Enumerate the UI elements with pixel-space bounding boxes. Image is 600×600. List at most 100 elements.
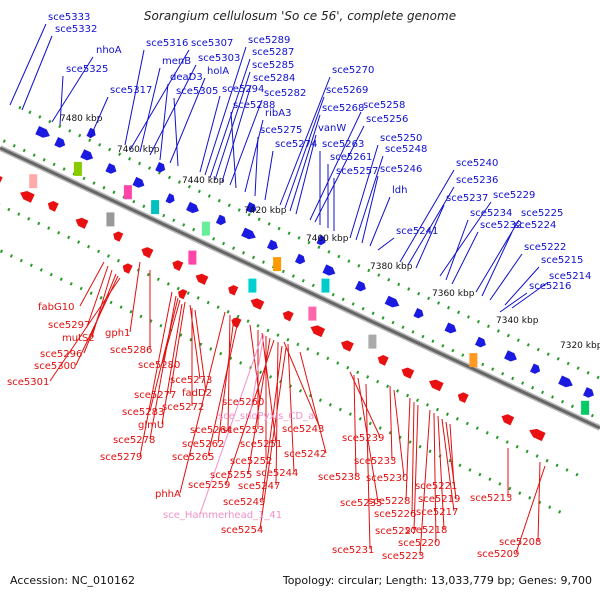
reverse-gene-label: gph1 [105, 328, 130, 339]
reverse-gene-label: sce5219 [418, 494, 460, 505]
reverse-gene-5 [113, 231, 124, 242]
forward-gene-label: sce5285 [252, 60, 294, 71]
reverse-gene-leader [259, 347, 287, 530]
reverse-gene-leader [287, 343, 295, 473]
reverse-gene-17 [457, 392, 469, 403]
tick-label: 7420 kbp [244, 206, 287, 216]
reverse-gene-3 [47, 201, 59, 212]
accession-text: Accession: NC_010162 [10, 574, 136, 587]
reverse-gene-label: sce5300 [34, 361, 76, 372]
reverse-gene-leader [413, 404, 419, 531]
forward-gene-leader [129, 49, 190, 151]
reverse-gene-label: sce5220 [398, 538, 440, 549]
reverse-gene-label: sce5296 [40, 349, 82, 360]
tick-label: 7400 kbp [306, 234, 349, 244]
forward-gene-leader [349, 144, 379, 239]
forward-gene-leader [209, 58, 251, 179]
reverse-gene-label: sce5226 [374, 509, 416, 520]
reverse-gene-leader [283, 341, 321, 429]
forward-gene-label: sce5269 [326, 85, 368, 96]
reverse-gene-leader [393, 389, 405, 478]
forward-gene-12 [322, 264, 336, 276]
reverse-gene-leader [537, 461, 541, 542]
forward-gene-leader [295, 134, 317, 215]
forward-gene-label: sce5215 [541, 255, 583, 266]
reverse-gene-leader [389, 385, 393, 461]
reverse-gene-leader [405, 397, 411, 501]
reverse-gene-label: sce5243 [282, 424, 324, 435]
reverse-gene-label: sce5252 [230, 456, 272, 467]
reverse-gene-label: sce5297 [48, 320, 90, 331]
forward-gene-2 [54, 137, 66, 148]
forward-gene-label: sce5237 [446, 193, 488, 204]
forward-gene-label: sce5284 [253, 73, 295, 84]
forward-gene-8 [215, 214, 226, 226]
forward-gene-label: sce5224 [514, 220, 556, 231]
forward-gene-4 [105, 163, 117, 174]
reverse-gene-label: sce5279 [100, 452, 142, 463]
forward-gene-leader [124, 49, 145, 146]
reverse-gene-label: sce5259 [188, 480, 230, 491]
backbone [0, 145, 600, 431]
reverse-gene-leader [261, 345, 283, 502]
reverse-gene-11 [282, 310, 294, 322]
reverse-gene-leader [225, 339, 275, 485]
reverse-gene-label: sce5260 [222, 397, 264, 408]
reverse-gene-leader [149, 295, 177, 440]
forward-gene-label: sce5294 [222, 84, 264, 95]
reverse-gene-label: sce5301 [7, 377, 49, 388]
reverse-gene-leader [365, 383, 371, 550]
forward-gene-label: holA [207, 66, 229, 77]
forward-gene-23 [155, 162, 166, 173]
forward-gene-15 [413, 308, 424, 319]
reverse-gene-label: sce5272 [162, 402, 204, 413]
forward-gene-label: vanW [318, 123, 346, 134]
reverse-gene-8 [195, 273, 209, 285]
dot-tracks [0, 105, 600, 514]
reverse-gene-label: sce5280 [138, 360, 180, 371]
tick-label: 7360 kbp [432, 289, 475, 299]
forward-gene-13 [355, 280, 366, 292]
reverse-gene-leader [139, 291, 173, 457]
forward-gene-10 [267, 239, 278, 251]
topology-summary: Topology: circular; Length: 13,033,779 b… [282, 574, 592, 587]
reverse-gene-leader [161, 299, 181, 365]
rna-gene-label: sce_Hammerhead_1_41 [163, 510, 282, 521]
forward-gene-label: menB [162, 56, 191, 67]
forward-gene-9 [241, 227, 256, 240]
reverse-gene-label: sce5209 [477, 549, 519, 560]
forward-gene-leader [451, 231, 479, 285]
forward-gene-label: sce5248 [385, 144, 427, 155]
reverse-gene-leader [129, 261, 141, 333]
feature-block-2 [123, 185, 132, 200]
reverse-gene-label: sce5286 [110, 345, 152, 356]
forward-gene-label: sce5325 [66, 64, 108, 75]
reverse-gene-label: sce5255 [210, 470, 252, 481]
forward-gene-18 [504, 350, 517, 362]
reverse-gene-label: sce5231 [332, 545, 374, 556]
forward-gene-5 [132, 176, 145, 188]
forward-gene-leader [230, 111, 237, 189]
reverse-gene-label: sce5273 [170, 375, 212, 386]
reverse-gene-label: sce5265 [172, 452, 214, 463]
forward-gene-label: sce5246 [380, 164, 422, 175]
forward-gene-11 [295, 253, 306, 265]
forward-gene-17 [475, 336, 486, 348]
forward-gene-label: sce5316 [146, 38, 188, 49]
forward-gene-label: ldh [392, 185, 407, 196]
forward-gene-leader [59, 75, 64, 126]
rna-gene-leader [249, 333, 265, 416]
feature-block-11 [368, 334, 377, 349]
forward-gene-leader [9, 23, 47, 106]
reverse-gene-label: sce5230 [366, 473, 408, 484]
reverse-gene-leader [217, 317, 235, 444]
forward-gene-16 [444, 322, 457, 334]
reverse-gene-9 [228, 285, 239, 296]
forward-gene-leader [284, 96, 325, 209]
forward-gene-leader [139, 67, 161, 153]
forward-gene-label: sce5214 [549, 271, 591, 282]
reverse-gene-leader [433, 412, 437, 543]
reverse-gene-label: sce5254 [221, 525, 263, 536]
forward-gene-leader [439, 201, 492, 277]
forward-gene-label: sce5274 [275, 139, 317, 150]
